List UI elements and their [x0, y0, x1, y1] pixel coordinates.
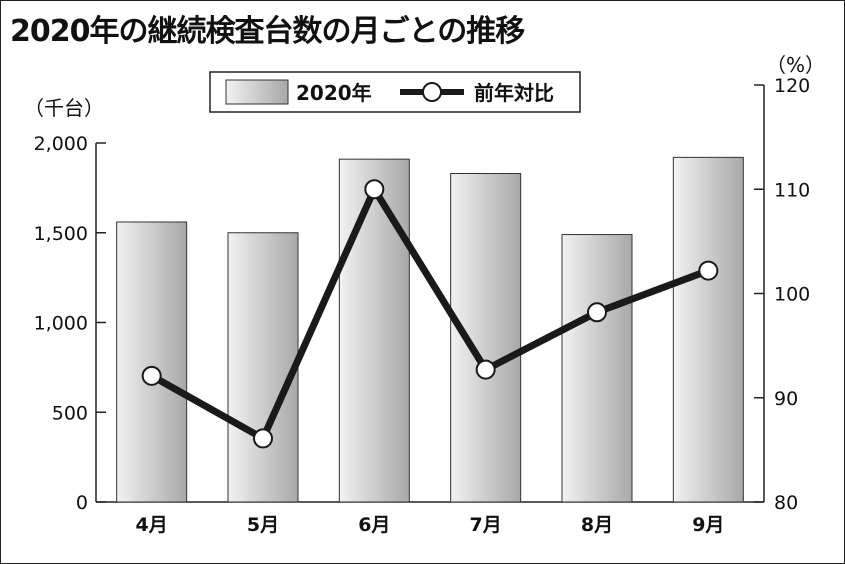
bar-5 — [561, 234, 633, 503]
x-tick-label: 6月 — [358, 514, 390, 536]
left-tick-label: 1,000 — [34, 313, 88, 335]
bar-3 — [338, 158, 410, 503]
line-point-4 — [475, 359, 496, 380]
right-tick-label: 90 — [774, 388, 798, 410]
line-point-5 — [587, 302, 607, 323]
left-axis-label: （千台） — [24, 96, 104, 120]
plot-area: 0 500 1,000 1,500 2,000 80 90 100 110 120 4月 5月 6月 7月… — [34, 75, 811, 536]
x-tick-label: 9月 — [692, 514, 724, 536]
bar-6 — [672, 156, 744, 503]
left-tick-label: 1,500 — [34, 223, 88, 245]
bar-2 — [227, 232, 299, 503]
right-tick-label: 110 — [774, 179, 810, 201]
x-tick-label: 4月 — [136, 514, 168, 536]
x-tick-label: 7月 — [470, 514, 502, 536]
legend: 2020年 前年対比 — [209, 71, 581, 113]
legend-bar-swatch — [225, 79, 289, 105]
x-tick-label: 8月 — [581, 514, 613, 536]
legend-label-bars: 2020年 — [296, 81, 372, 105]
left-tick-label: 500 — [52, 402, 88, 424]
bar-1 — [116, 221, 188, 503]
chart-title: 2020年の継続検査台数の月ごとの推移 — [10, 14, 525, 49]
bar-4 — [450, 173, 522, 503]
line-point-2 — [253, 428, 273, 449]
right-tick-label: 80 — [774, 492, 798, 514]
right-axis-label: （%） — [766, 53, 825, 77]
right-tick-label: 120 — [774, 75, 810, 97]
right-tick-label: 100 — [774, 284, 810, 306]
legend-label-line: 前年対比 — [474, 81, 554, 105]
line-series-yoy — [149, 181, 710, 444]
line-point-6 — [698, 260, 719, 281]
left-tick-label: 2,000 — [34, 133, 88, 155]
line-point-3 — [364, 179, 385, 200]
line-point-1 — [141, 365, 162, 386]
left-tick-label: 0 — [76, 492, 88, 514]
x-tick-label: 5月 — [247, 514, 279, 536]
legend-line-marker — [422, 82, 442, 102]
